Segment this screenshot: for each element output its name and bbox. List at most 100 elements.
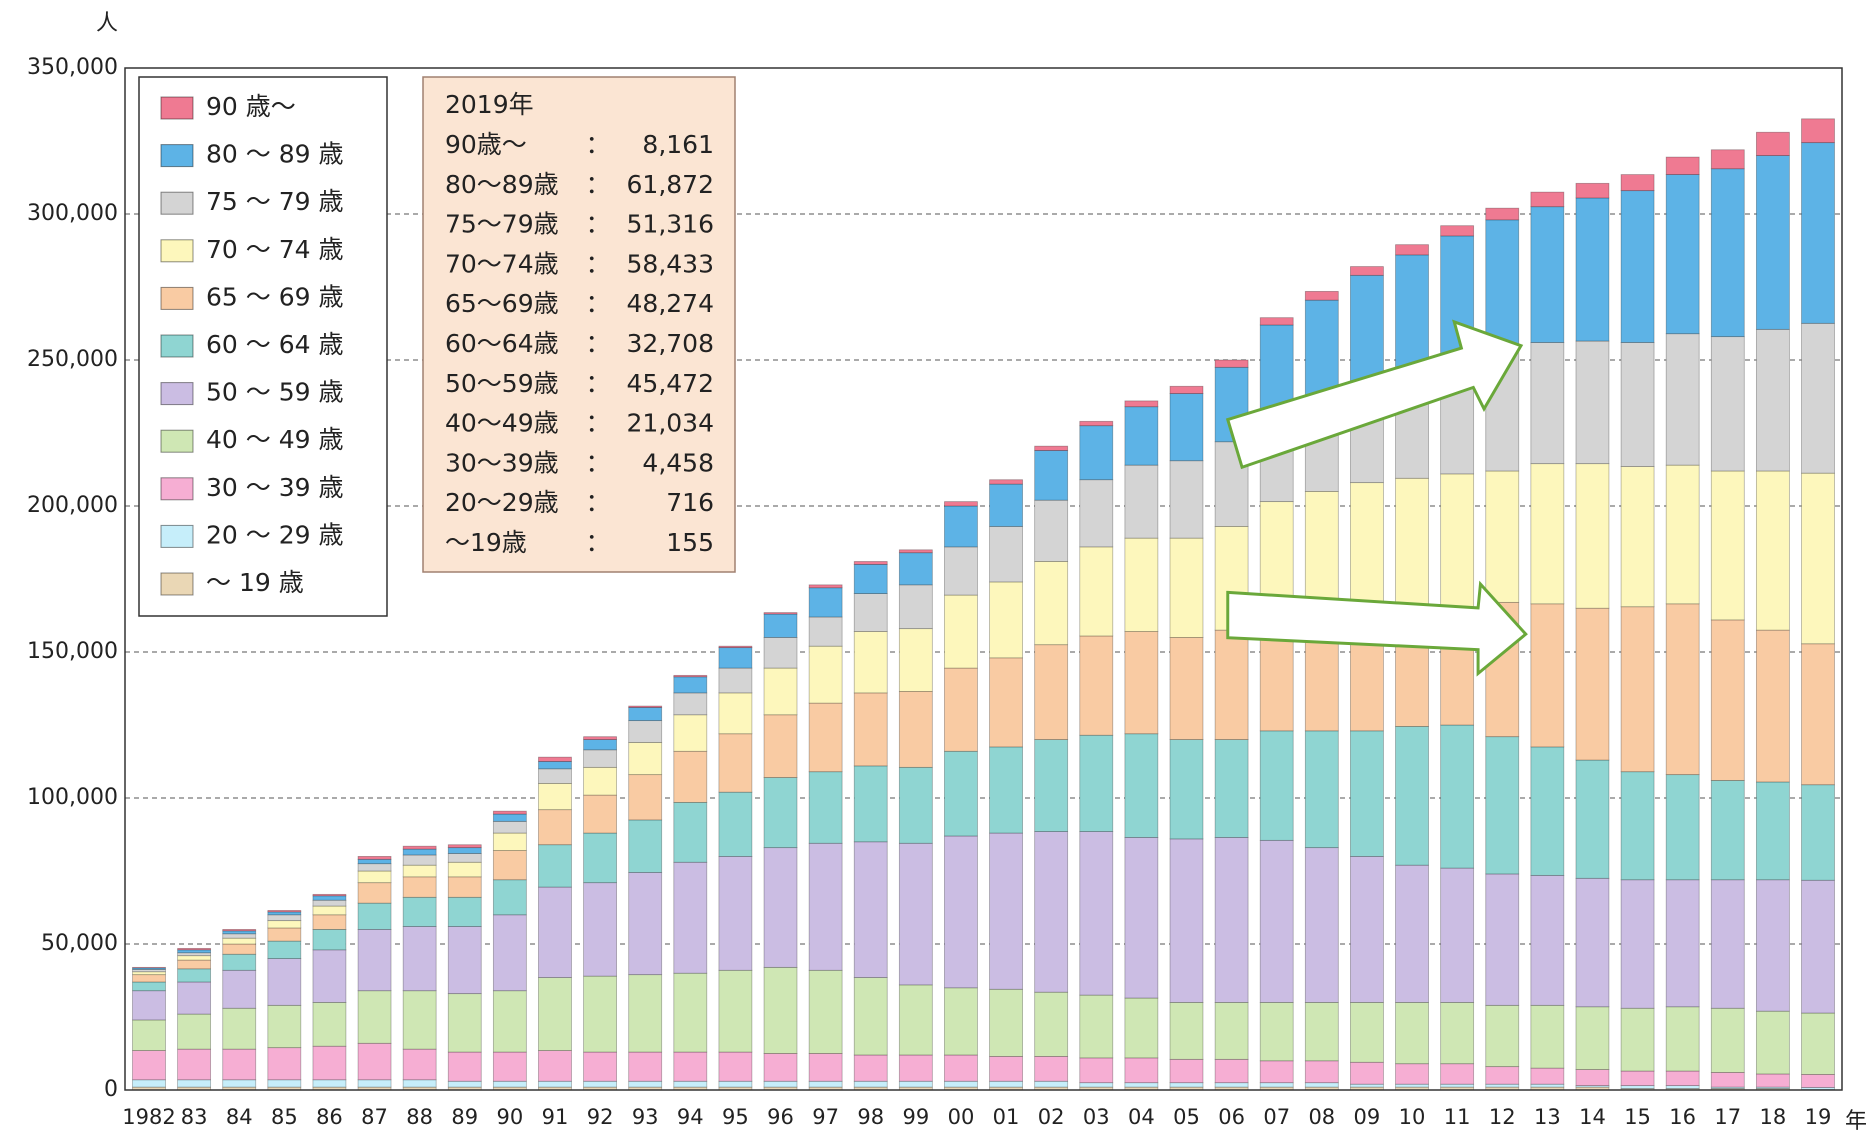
bar-segment xyxy=(1350,1002,1384,1063)
bar-segment xyxy=(312,1002,347,1047)
bar-segment xyxy=(1710,879,1745,1009)
x-tick-label: 19 xyxy=(1805,1105,1832,1129)
bar-segment xyxy=(177,1048,212,1081)
bar-segment xyxy=(357,990,392,1044)
bar-segment xyxy=(944,835,978,989)
x-tick-label: 87 xyxy=(361,1105,388,1129)
bar-segment xyxy=(989,526,1023,583)
bar-segment xyxy=(1395,1063,1429,1085)
bar-segment xyxy=(808,702,843,773)
bar-segment xyxy=(853,977,888,1056)
bar-segment xyxy=(1485,470,1520,603)
x-tick-label: 06 xyxy=(1218,1105,1245,1129)
bar-segment xyxy=(1710,1072,1745,1088)
bar-segment xyxy=(538,1050,572,1082)
bar-segment xyxy=(1304,847,1339,1003)
info-value: 21,034 xyxy=(627,409,714,438)
bar-segment xyxy=(357,870,392,884)
bar-segment xyxy=(447,926,482,995)
bar-segment xyxy=(1710,149,1745,170)
bar-segment xyxy=(402,845,437,850)
bar-segment xyxy=(898,584,933,630)
bar-segment xyxy=(1620,879,1655,1009)
info-label: 20～29歳 xyxy=(445,488,559,517)
x-tick-label: 17 xyxy=(1714,1105,1741,1129)
bar-segment xyxy=(1079,734,1114,832)
bar-segment xyxy=(447,861,482,878)
bar-segment xyxy=(132,971,166,976)
plot-frame xyxy=(124,67,1843,1091)
info-separator: ： xyxy=(585,369,610,398)
y-tick-label: 0 xyxy=(104,1077,118,1102)
x-tick-label: 91 xyxy=(542,1105,569,1129)
bar-segment xyxy=(402,1048,437,1081)
info-label: 40～49歳 xyxy=(445,409,559,438)
bar-segment xyxy=(898,984,933,1056)
y-tick-label: 250,000 xyxy=(27,347,118,372)
legend-label: 60 ～ 64 歳 xyxy=(206,330,343,359)
bar-segment xyxy=(944,501,978,507)
bar-segment xyxy=(357,858,392,865)
bar-segment xyxy=(718,733,753,793)
info-value: 51,316 xyxy=(627,210,714,239)
bar-segment xyxy=(1350,1061,1384,1085)
bar-segment xyxy=(222,930,257,935)
bar-segment xyxy=(357,856,392,860)
bar-segment xyxy=(538,1080,572,1088)
x-tick-label: 03 xyxy=(1083,1105,1110,1129)
x-tick-label: 86 xyxy=(316,1105,343,1129)
bar-segment xyxy=(583,1051,617,1082)
x-tick-label: 89 xyxy=(451,1105,478,1129)
bar-segment xyxy=(808,771,843,844)
bar-segment xyxy=(402,864,437,878)
bar-segment xyxy=(222,933,257,939)
bar-segment xyxy=(1079,420,1114,427)
bar-segment xyxy=(222,937,257,945)
bar-segment xyxy=(853,564,888,595)
bar-segment xyxy=(944,594,978,669)
bar-segment xyxy=(1575,182,1610,199)
bar-segment xyxy=(1259,1060,1294,1084)
bar-segment xyxy=(267,958,302,1006)
bar-segment xyxy=(312,949,347,1003)
bar-segment xyxy=(1665,774,1700,881)
bar-segment xyxy=(492,832,527,851)
bar-segment xyxy=(853,631,888,694)
bar-segment xyxy=(989,746,1023,834)
bar-segment xyxy=(673,972,708,1053)
bar-segment xyxy=(718,969,753,1053)
bar-segment xyxy=(1801,879,1835,1014)
bar-segment xyxy=(447,847,482,854)
bar-segment xyxy=(898,842,933,986)
legend-label: 65 ～ 69 歳 xyxy=(206,282,343,311)
bar-segment xyxy=(1034,831,1069,993)
bar-segment xyxy=(1710,780,1745,881)
bar-segment xyxy=(267,911,302,916)
bar-segment xyxy=(1485,207,1520,221)
bar-segment xyxy=(267,914,302,922)
arrows xyxy=(1225,319,1528,677)
bar-segment xyxy=(1665,1085,1700,1089)
bar-segment xyxy=(853,561,888,565)
bar-segment xyxy=(673,674,708,678)
bar-segment xyxy=(1755,1010,1790,1075)
bar-segment xyxy=(1530,874,1565,1006)
bar-segment xyxy=(132,966,166,969)
bar-segment xyxy=(1350,266,1384,276)
bar-segment xyxy=(222,1007,257,1050)
bar-segment xyxy=(673,750,708,803)
info-separator: ： xyxy=(585,249,610,278)
bar-segment xyxy=(1079,1057,1114,1084)
bar-segment xyxy=(763,613,798,638)
x-tick-label: 15 xyxy=(1624,1105,1651,1129)
bar-segment xyxy=(1710,470,1745,621)
bar-segment xyxy=(357,929,392,992)
info-label: 75～79歳 xyxy=(445,210,559,239)
info-label: ～19歳 xyxy=(445,528,527,557)
x-unit: 年 xyxy=(1845,1109,1867,1134)
bar-segment xyxy=(808,1080,843,1088)
bar-segment xyxy=(1530,342,1565,465)
x-tick-label: 01 xyxy=(993,1105,1020,1129)
bar-segment xyxy=(989,988,1023,1057)
